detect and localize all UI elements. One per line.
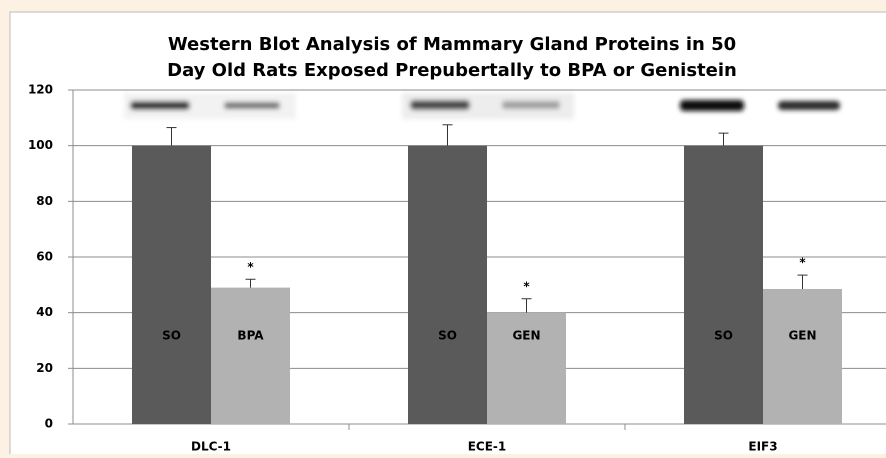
blot-band (778, 101, 840, 110)
chart: Western Blot Analysis of Mammary Gland P… (0, 0, 886, 454)
blot-band (410, 100, 470, 110)
significance-mark: * (247, 260, 254, 274)
bar-label: GEN (512, 329, 540, 343)
significance-mark: * (799, 256, 806, 270)
blot-band (680, 100, 744, 111)
x-tick-label: EIF3 (748, 440, 777, 454)
bar-label: SO (714, 329, 733, 343)
y-tick-label: 0 (45, 417, 53, 431)
x-tick-label: ECE-1 (468, 440, 507, 454)
y-tick-label: 120 (28, 83, 53, 97)
significance-mark: * (523, 279, 530, 293)
chart-title: Western Blot Analysis of Mammary Gland P… (168, 34, 736, 55)
bar (211, 288, 290, 424)
page: Western Blot Analysis of Mammary Gland P… (0, 0, 886, 454)
y-tick-label: 80 (36, 194, 53, 208)
bar (408, 146, 487, 424)
chart-title: Day Old Rats Exposed Prepubertally to BP… (167, 60, 737, 81)
bar-label: SO (162, 329, 181, 343)
bar (763, 289, 842, 424)
bar-label: GEN (788, 329, 816, 343)
blot-band (130, 101, 190, 110)
blot-band (224, 102, 280, 109)
bar-label: SO (438, 329, 457, 343)
blot-band (502, 101, 560, 109)
y-tick-label: 20 (36, 361, 53, 375)
y-tick-label: 100 (28, 138, 53, 152)
y-tick-label: 60 (36, 250, 53, 264)
y-tick-label: 40 (36, 305, 53, 319)
bar (684, 146, 763, 424)
bar-label: BPA (237, 329, 264, 343)
x-tick-label: DLC-1 (191, 440, 231, 454)
bar (132, 146, 211, 424)
